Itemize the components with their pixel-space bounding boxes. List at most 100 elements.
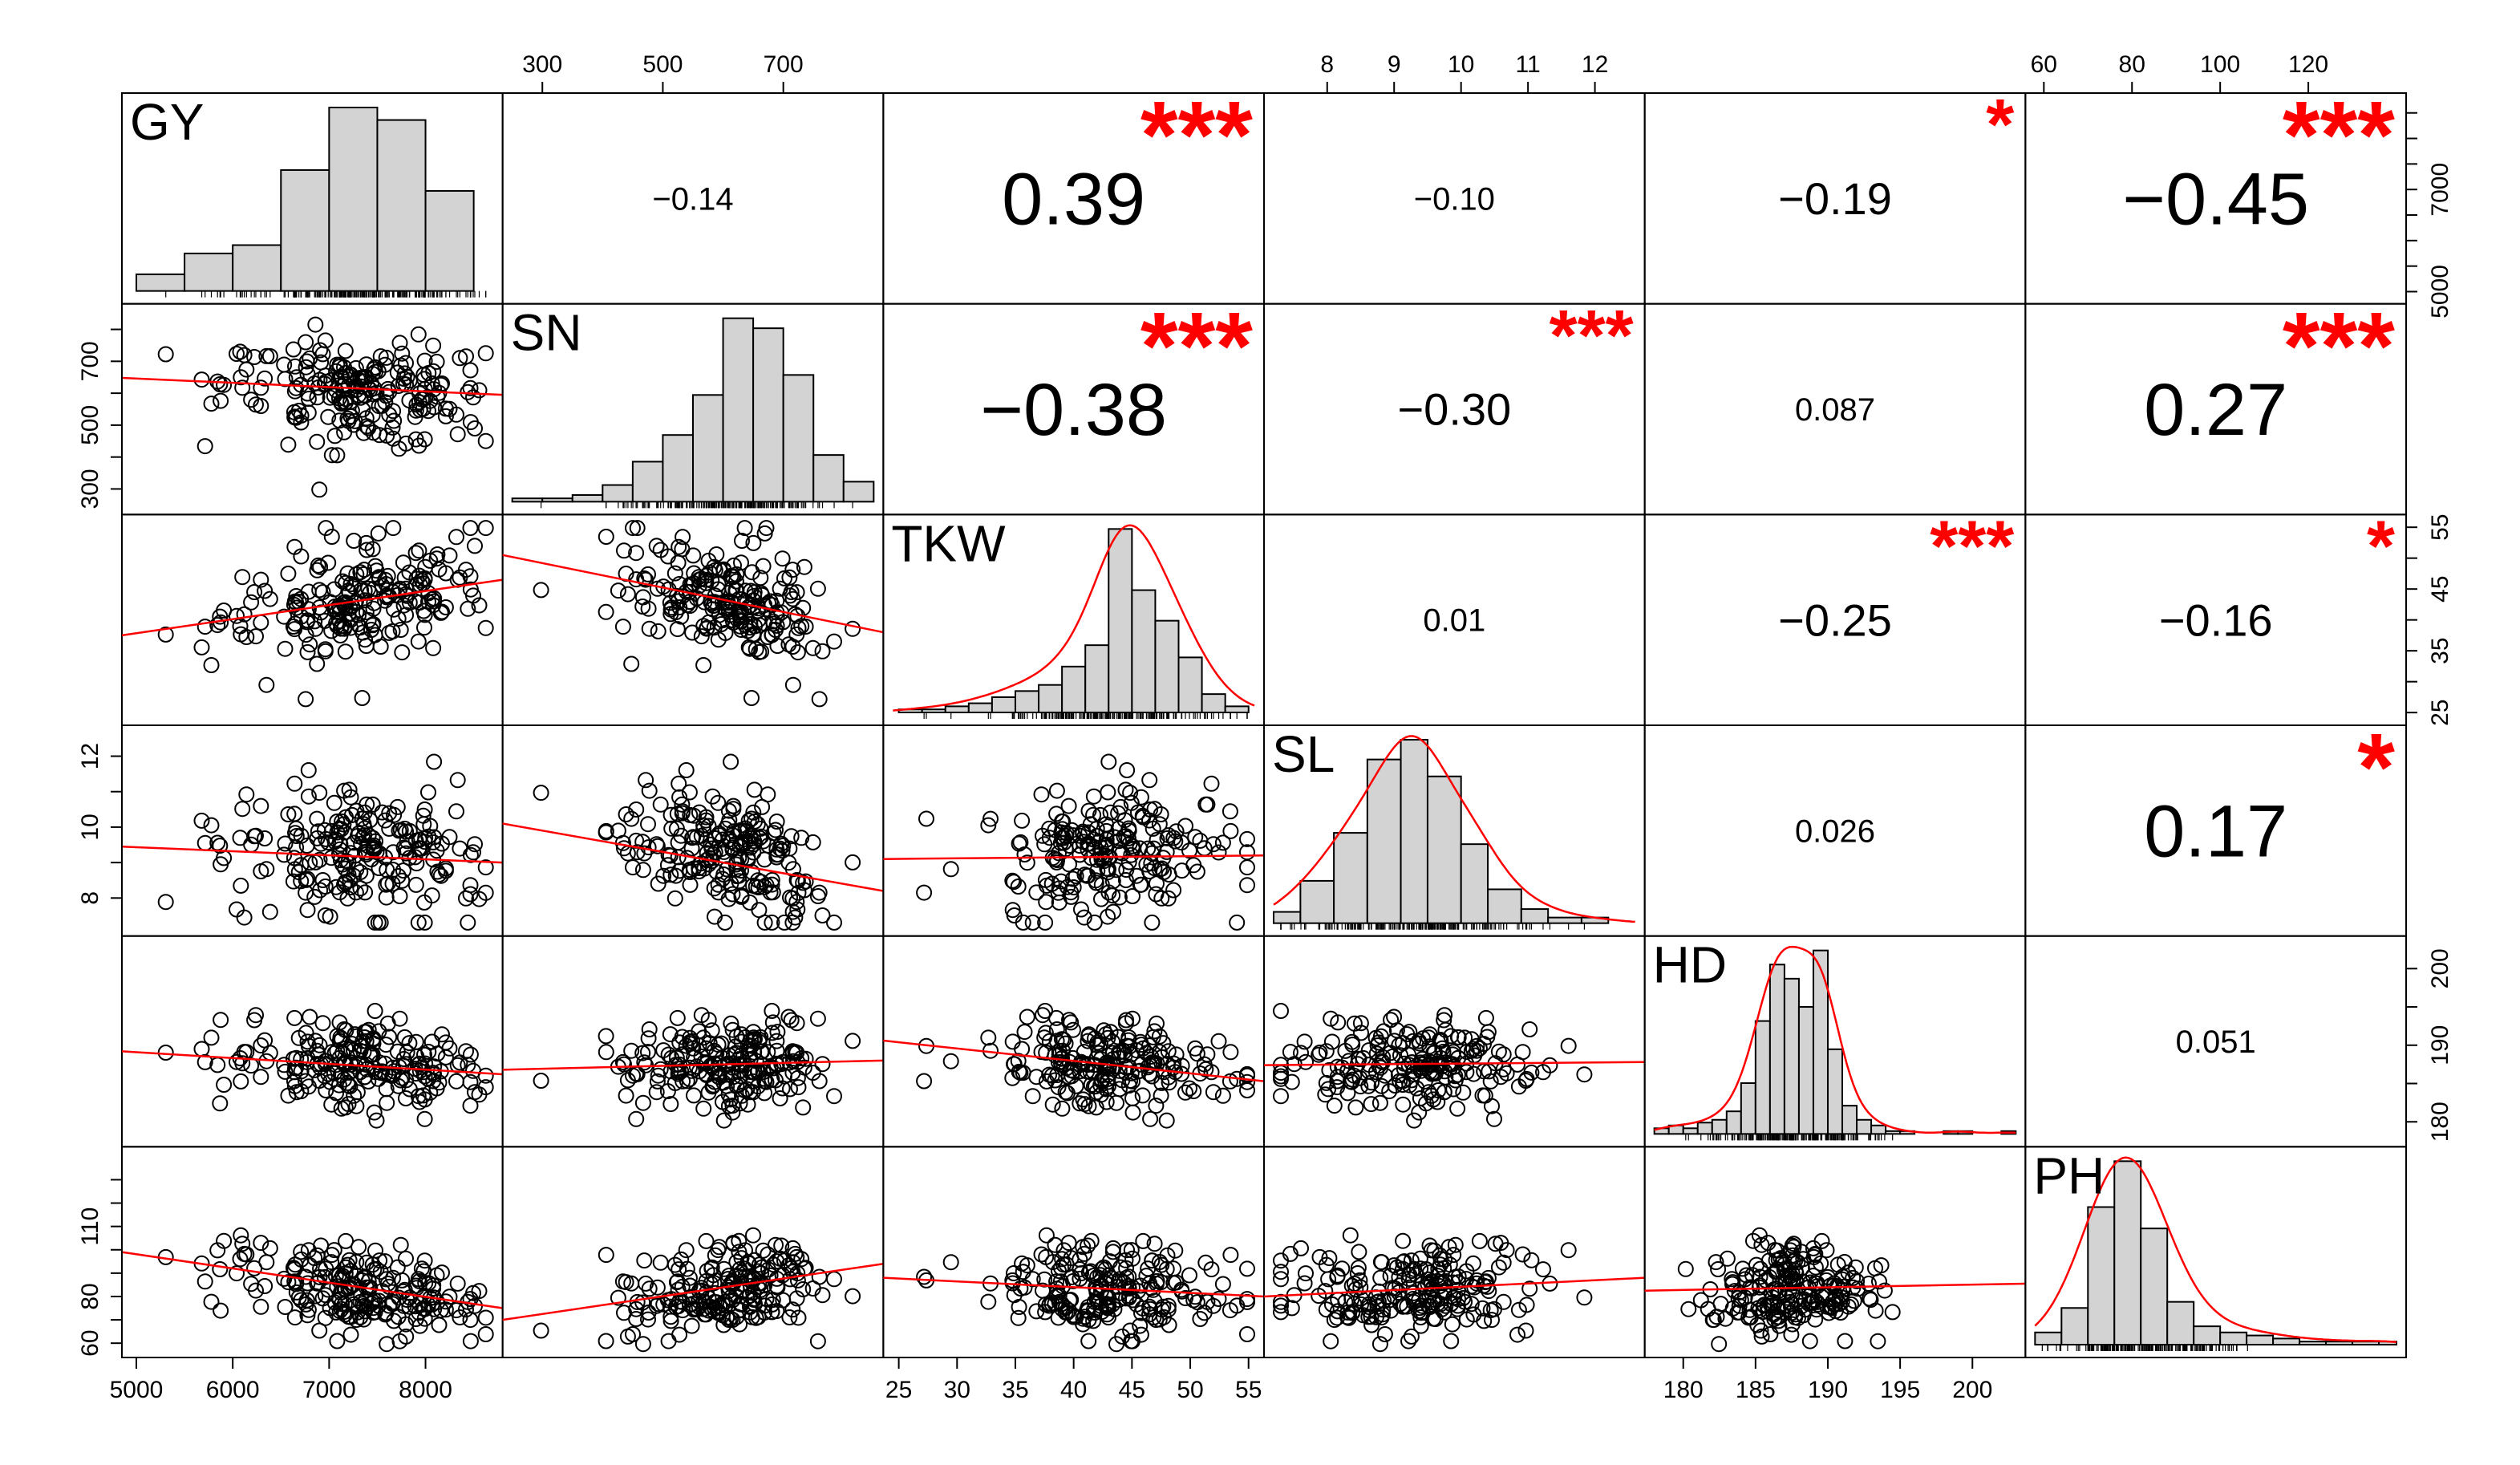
histogram-bar [2299,1341,2328,1345]
tick-label-bottom-gy: 8000 [399,1377,452,1403]
scatter-point [1033,1246,1050,1263]
scatter-point [379,1336,395,1353]
scatter-point [286,538,303,555]
histogram-bar [1038,684,1064,714]
scatter-point [1160,890,1177,907]
tick-label-bottom-hd: 200 [1952,1377,1992,1403]
scatter-point [1518,1297,1535,1313]
scatter-point [212,608,229,625]
scatter-point [598,603,614,620]
scatter-point [326,1065,342,1082]
panel-hd-ph: 0.051 [2024,935,2407,1148]
scatter-point [286,775,303,792]
scatter-point [1768,1261,1785,1278]
scatter-point [713,1300,730,1317]
scatter-point [764,876,780,893]
scatter-point [1239,1260,1255,1277]
panel-ph-sl [1263,1146,1646,1359]
scatter-point [285,341,302,358]
scatter-point [327,831,344,848]
tick-label-top-sl: 8 [1320,51,1334,78]
scatter-point [462,1046,479,1063]
scatter-point [310,557,326,574]
scatter-point [309,1247,326,1264]
scatter-point [416,1110,433,1127]
scatter-point [1395,1096,1412,1113]
scatter-point [751,902,768,919]
panel-hd-sn [501,935,885,1148]
scatter-point [1521,1021,1538,1037]
scatter-point [1124,888,1140,904]
scatter-point [724,1059,741,1076]
scatter-point [1063,888,1080,905]
scatter-point [348,382,365,399]
scatter-point [477,859,494,876]
scatter-point [346,1087,363,1104]
fit-line [883,854,1265,860]
scatter-point [1375,1023,1392,1040]
scatter-point [918,810,934,827]
scatter-point [356,827,373,844]
scatter-point [411,831,427,848]
scatter-point [1834,1268,1851,1285]
scatter-point [1124,1250,1140,1267]
panel-ph-gy [121,1146,504,1359]
scatter-point [649,1279,666,1296]
scatter-point [338,1232,355,1249]
scatter-point [1782,1242,1799,1259]
scatter-point [366,1104,383,1121]
panel-gy-sn: −0.14 [501,92,885,305]
scatter-point [310,823,326,840]
scatter-point [394,644,411,661]
tick-label-right-hd: 180 [2427,1102,2453,1142]
scatter-point [916,1073,933,1090]
scatter-point [462,886,479,903]
scatter-point [1057,1084,1074,1101]
panel-border [1643,1146,2027,1359]
scatter-point [314,584,331,601]
scatter-point [1347,1099,1364,1116]
density-curve [1273,735,1635,923]
scatter-point [698,567,715,584]
scatter-point [426,593,443,610]
scatter-point [1076,1245,1092,1262]
scatter-point [629,520,646,537]
scatter-point [340,1096,357,1113]
scatter-point [434,1264,450,1281]
scatter-point [674,805,691,822]
scatter-point [764,613,781,630]
scatter-point [814,643,831,659]
scatter-point [1423,1242,1440,1259]
scatter-point [1149,831,1165,848]
scatter-point [328,1085,345,1102]
scatter-point [598,1044,614,1061]
scatter-point [367,1003,383,1019]
scatter-point [1717,1310,1734,1327]
scatter-point [1752,1322,1769,1339]
tick-label-top-sn: 500 [642,51,683,78]
scatter-point [1412,1090,1428,1106]
scatter-point [462,846,479,863]
tick-label-left-ph: 60 [77,1329,103,1356]
scatter-point [1168,823,1185,840]
scatter-point [768,1253,785,1270]
scatter-point [1371,1336,1388,1353]
histogram-bar [1856,1118,1873,1135]
scatter-point [243,1057,260,1074]
scatter-point [323,447,340,464]
scatter-point [340,1309,357,1325]
scatter-point [257,370,273,387]
scatter-point [1123,1333,1140,1349]
scatter-point [232,830,249,846]
scatter-point [782,1081,798,1098]
scatter-point [698,831,715,848]
scatter-point [377,812,394,829]
scatter-point [598,1028,614,1045]
scatter-point [1181,842,1197,859]
tick-label-bottom-tkw: 50 [1177,1377,1203,1403]
scatter-point [392,1236,409,1253]
scatter-point [1273,1271,1289,1288]
tick-label-right-tkw: 25 [2427,699,2453,725]
scatter-point [374,804,391,821]
scatter-point [1214,1276,1231,1293]
